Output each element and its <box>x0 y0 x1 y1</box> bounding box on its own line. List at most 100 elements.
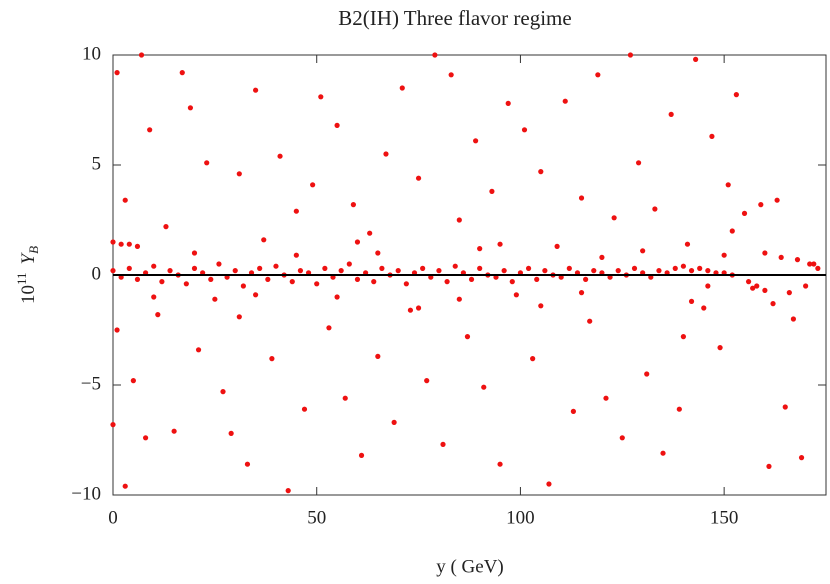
point <box>285 488 291 494</box>
x-tick-label: 50 <box>307 507 326 528</box>
point <box>326 325 332 331</box>
point <box>815 265 821 271</box>
point <box>705 283 711 289</box>
point <box>697 265 703 271</box>
point <box>803 283 809 289</box>
point <box>811 261 817 267</box>
point <box>513 292 519 298</box>
point <box>261 237 267 243</box>
point <box>762 287 768 293</box>
point <box>130 378 136 384</box>
point <box>375 250 381 256</box>
point <box>232 268 238 274</box>
y-tick-label: 5 <box>92 153 102 174</box>
point <box>688 298 695 304</box>
point <box>456 296 462 302</box>
point <box>407 307 414 313</box>
point <box>191 250 198 256</box>
point <box>705 268 711 274</box>
point <box>644 371 650 377</box>
y-tick-label: 10 <box>82 43 101 64</box>
point <box>741 210 748 216</box>
point <box>554 243 560 249</box>
point <box>444 279 450 285</box>
point <box>159 279 165 285</box>
point <box>110 268 116 274</box>
x-tick-label: 150 <box>710 507 739 528</box>
point <box>448 72 454 78</box>
point <box>750 285 756 291</box>
point <box>415 175 422 181</box>
point <box>244 461 251 467</box>
point <box>179 70 185 76</box>
point <box>240 283 246 289</box>
point <box>228 430 234 436</box>
point <box>436 268 442 274</box>
point <box>269 356 275 362</box>
point <box>187 105 194 111</box>
point <box>334 294 340 300</box>
point <box>367 230 373 236</box>
point <box>693 56 699 63</box>
point <box>236 171 242 177</box>
point <box>578 290 585 296</box>
point <box>151 263 157 269</box>
point <box>122 197 128 203</box>
point <box>110 422 116 428</box>
point <box>346 261 352 267</box>
point <box>314 281 320 287</box>
point <box>627 52 634 58</box>
point <box>538 169 544 175</box>
point <box>301 406 308 412</box>
point <box>375 353 381 359</box>
point <box>521 127 528 133</box>
x-tick-label: 0 <box>108 507 118 528</box>
point <box>660 450 666 456</box>
point <box>709 133 715 139</box>
point <box>656 268 662 274</box>
point <box>525 265 532 271</box>
y-label-base: 10 <box>18 285 39 304</box>
point <box>253 87 259 93</box>
point <box>354 239 361 245</box>
point <box>134 243 141 249</box>
point <box>383 151 389 157</box>
point <box>440 441 446 447</box>
point <box>762 250 768 256</box>
point <box>456 217 462 223</box>
point <box>672 265 678 271</box>
point <box>615 268 621 274</box>
point <box>501 268 507 274</box>
point <box>293 208 299 214</box>
x-axis-label: y ( GeV) <box>436 556 504 577</box>
point <box>591 268 597 274</box>
point <box>204 160 210 166</box>
point <box>546 481 552 487</box>
point <box>114 327 120 333</box>
point <box>151 294 157 300</box>
point <box>126 241 132 247</box>
point <box>473 138 479 144</box>
point <box>538 303 544 309</box>
point <box>786 290 792 296</box>
point <box>745 279 752 285</box>
point <box>489 188 495 194</box>
y-axis-label: 1011 YB <box>14 246 41 304</box>
point <box>635 160 642 166</box>
point <box>334 122 340 128</box>
point <box>680 263 687 269</box>
point <box>167 268 173 274</box>
point <box>680 334 687 340</box>
point <box>652 206 658 212</box>
point <box>794 257 801 263</box>
point <box>509 279 515 285</box>
y-label-exponent: 11 <box>14 273 29 286</box>
point <box>191 265 198 271</box>
point <box>318 94 324 100</box>
point <box>505 100 511 106</box>
point <box>721 252 727 258</box>
point <box>477 265 483 271</box>
point <box>114 70 120 76</box>
point <box>534 276 540 282</box>
point <box>350 202 356 208</box>
